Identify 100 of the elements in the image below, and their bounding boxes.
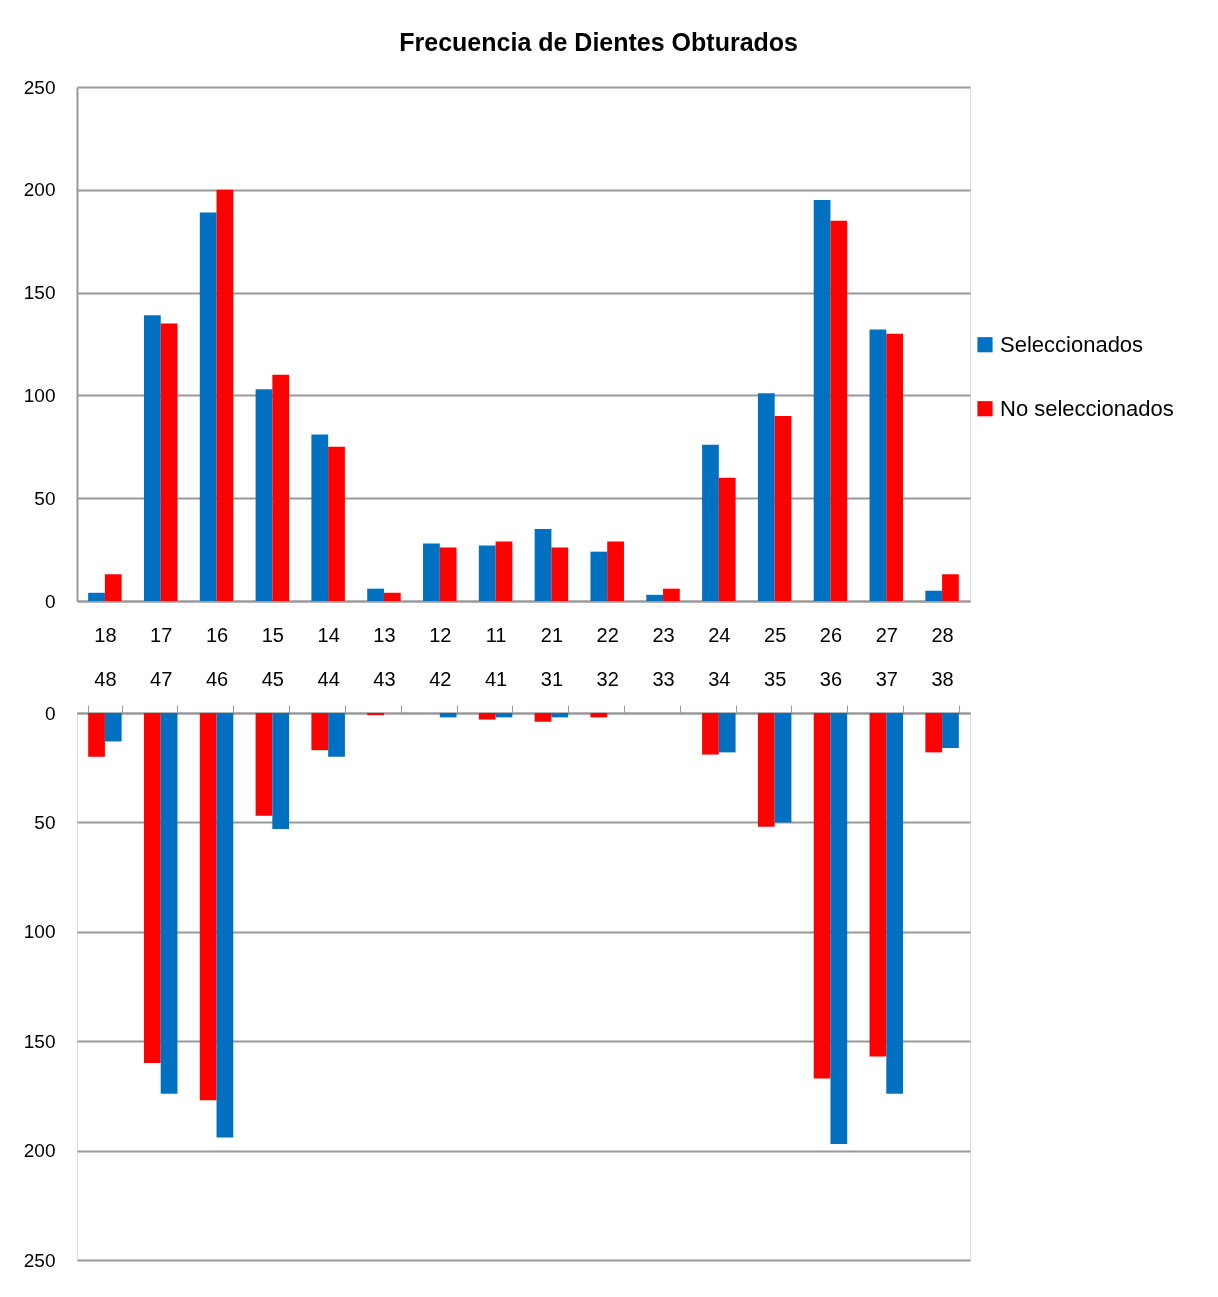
bar <box>830 220 848 601</box>
y-tick-label: 50 <box>34 811 56 833</box>
y-tick-label: 100 <box>23 921 56 943</box>
bar <box>423 543 440 601</box>
bar <box>830 713 848 1145</box>
x-tick-label: 22 <box>596 623 619 646</box>
bar <box>439 713 457 718</box>
x-tick-label: 38 <box>931 667 954 690</box>
bar <box>311 434 329 601</box>
x-tick-label: 14 <box>317 623 340 646</box>
bar <box>551 713 569 718</box>
x-tick-label: 17 <box>150 623 173 646</box>
x-tick-label: 31 <box>540 667 564 690</box>
bar <box>869 713 887 1057</box>
x-tick-label: 43 <box>373 667 396 690</box>
bar <box>534 713 552 722</box>
chart-title: Frecuencia de Dientes Obturados <box>399 27 799 56</box>
bar <box>718 477 736 601</box>
bar <box>813 713 831 1079</box>
x-tick-label: 25 <box>764 623 787 646</box>
bar <box>143 713 161 1064</box>
bar <box>160 323 178 601</box>
x-tick-label: 13 <box>373 623 396 646</box>
y-tick-label: 150 <box>23 1030 56 1052</box>
bar <box>590 551 608 601</box>
bar <box>534 529 552 601</box>
bar <box>774 415 792 601</box>
bar <box>328 446 345 601</box>
x-tick-label: 42 <box>429 667 452 690</box>
bar <box>255 389 273 601</box>
x-tick-label: 21 <box>540 623 564 646</box>
bar <box>942 574 959 601</box>
bar <box>367 713 384 716</box>
y-tick-label: 100 <box>23 384 56 406</box>
bar <box>272 374 290 601</box>
x-tick-label: 36 <box>819 667 843 690</box>
y-tick-label: 200 <box>23 1140 56 1162</box>
x-tick-label: 47 <box>150 667 173 690</box>
x-tick-label: 24 <box>708 623 731 646</box>
bar <box>383 592 401 601</box>
bar <box>718 713 736 753</box>
bar <box>88 592 105 601</box>
x-tick-label: 27 <box>875 623 898 646</box>
x-tick-label: 28 <box>931 623 954 646</box>
x-tick-label: 34 <box>708 667 731 690</box>
x-tick-label: 26 <box>819 623 843 646</box>
bar <box>367 588 384 601</box>
bar <box>439 547 457 601</box>
legend-label: No seleccionados <box>1000 395 1174 421</box>
bar <box>478 713 496 720</box>
bar <box>199 212 217 601</box>
x-tick-label: 15 <box>261 623 284 646</box>
bar <box>311 713 329 751</box>
bar <box>551 547 569 601</box>
bar <box>925 713 943 753</box>
x-tick-label: 41 <box>484 667 508 690</box>
y-tick-label: 0 <box>44 590 56 612</box>
bar <box>216 189 234 601</box>
x-tick-label: 45 <box>261 667 284 690</box>
x-tick-label: 32 <box>596 667 619 690</box>
x-tick-label: 23 <box>652 623 675 646</box>
bar <box>774 713 792 823</box>
bar <box>328 713 345 757</box>
bar <box>646 594 664 601</box>
bar <box>757 393 775 601</box>
bar <box>199 713 217 1101</box>
bar <box>143 315 161 601</box>
y-tick-label: 250 <box>23 76 56 98</box>
bar <box>216 713 234 1138</box>
x-tick-label: 18 <box>94 623 117 646</box>
bar <box>272 713 290 829</box>
bar <box>925 590 943 601</box>
bar <box>869 329 887 601</box>
bar <box>590 713 608 718</box>
x-tick-label: 46 <box>205 667 229 690</box>
bar <box>255 713 273 816</box>
bar <box>702 713 719 755</box>
bar <box>495 541 513 601</box>
bar <box>702 444 719 601</box>
bar <box>160 713 178 1094</box>
x-tick-label: 16 <box>205 623 229 646</box>
bar <box>478 545 496 601</box>
y-tick-label: 150 <box>23 282 56 304</box>
y-tick-label: 0 <box>44 702 56 724</box>
x-tick-label: 44 <box>317 667 340 690</box>
bar <box>104 574 122 601</box>
bar <box>813 200 831 601</box>
y-tick-label: 200 <box>23 179 56 201</box>
bar <box>886 333 904 601</box>
bar <box>942 713 959 749</box>
legend-label: Seleccionados <box>1000 331 1144 357</box>
bar <box>757 713 775 827</box>
y-tick-label: 50 <box>34 487 56 509</box>
x-tick-label: 37 <box>875 667 898 690</box>
x-tick-label: 11 <box>485 623 507 646</box>
bar <box>88 713 105 757</box>
bar <box>663 588 680 601</box>
bar <box>607 541 624 601</box>
x-tick-label: 33 <box>652 667 675 690</box>
bar <box>104 713 122 742</box>
